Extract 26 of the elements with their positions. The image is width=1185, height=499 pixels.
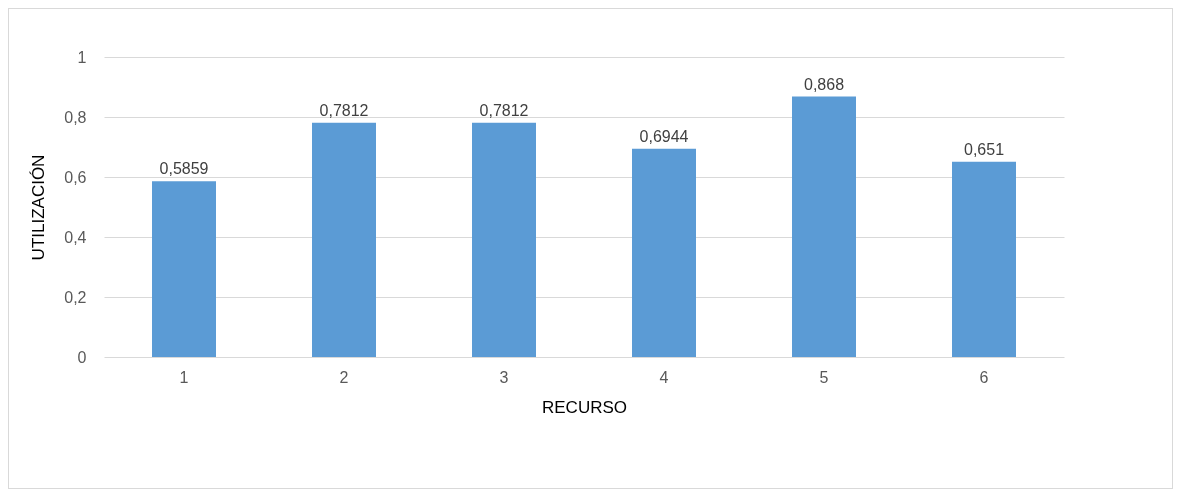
y-tick-label: 0 bbox=[77, 348, 87, 366]
data-label: 0,7812 bbox=[479, 101, 529, 119]
x-tick-label: 1 bbox=[179, 368, 189, 386]
data-label: 0,868 bbox=[803, 75, 845, 93]
x-tick-label: 2 bbox=[339, 368, 349, 386]
y-tick-label: 0,8 bbox=[64, 108, 87, 126]
x-axis-title: RECURSO bbox=[541, 397, 628, 417]
bar bbox=[792, 96, 856, 357]
bar bbox=[312, 122, 376, 357]
bar bbox=[952, 161, 1016, 357]
x-tick-label: 5 bbox=[819, 368, 829, 386]
y-tick-label: 0,2 bbox=[64, 288, 87, 306]
bar bbox=[152, 181, 216, 357]
x-tick-label: 6 bbox=[979, 368, 989, 386]
data-label: 0,5859 bbox=[159, 160, 209, 178]
y-tick-label: 1 bbox=[77, 48, 87, 66]
y-axis-title: UTILIZACIÓN bbox=[29, 154, 49, 261]
y-tick-label: 0,6 bbox=[64, 168, 87, 186]
data-label: 0,7812 bbox=[319, 101, 369, 119]
x-tick-label: 3 bbox=[499, 368, 509, 386]
data-label: 0,651 bbox=[963, 140, 1005, 158]
y-tick-label: 0,4 bbox=[64, 228, 87, 246]
data-label: 0,6944 bbox=[639, 127, 689, 145]
x-tick-label: 4 bbox=[659, 368, 669, 386]
bar bbox=[472, 122, 536, 357]
bar bbox=[632, 148, 696, 357]
